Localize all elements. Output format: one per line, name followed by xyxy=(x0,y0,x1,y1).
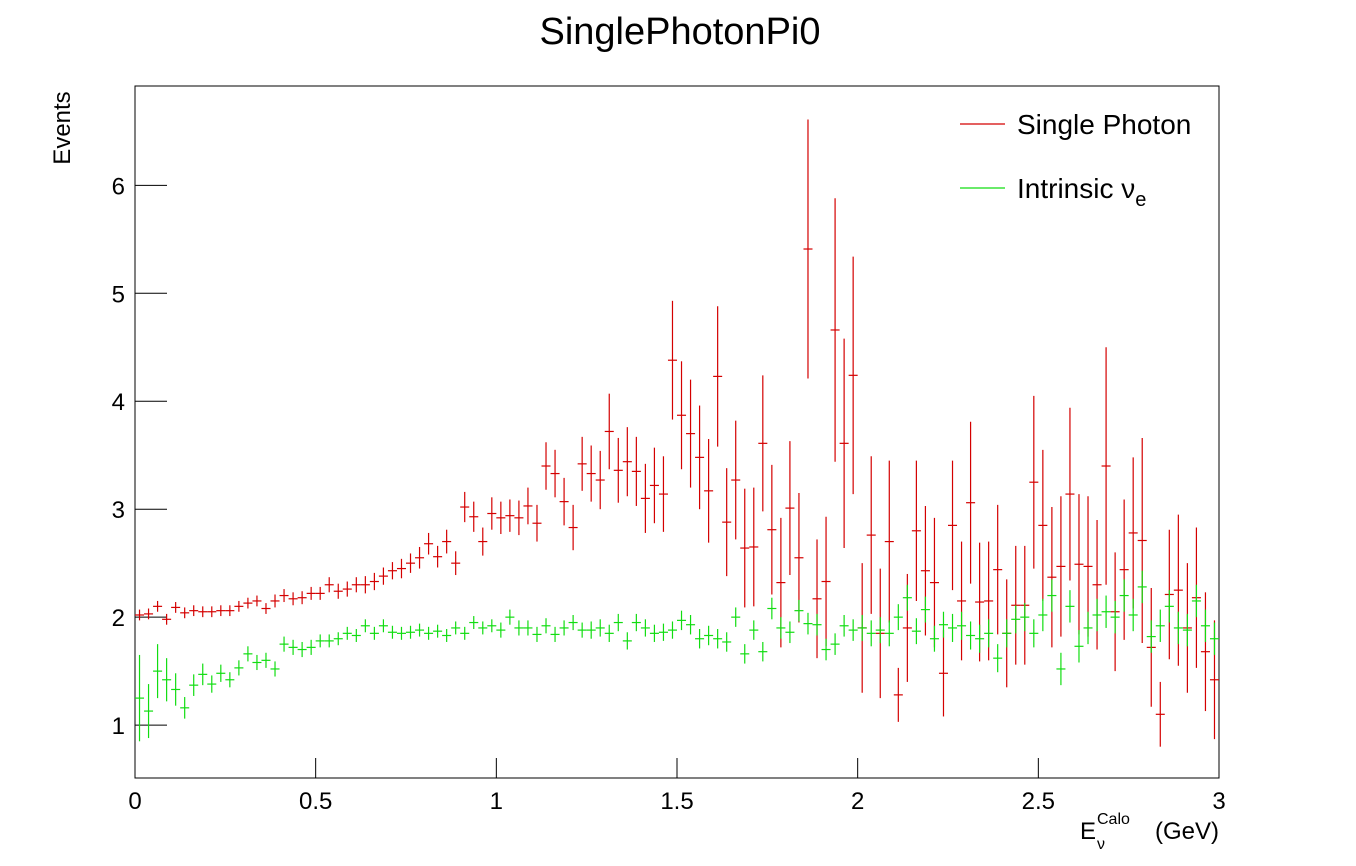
x-tick-label: 2 xyxy=(851,788,864,815)
y-tick-label: 5 xyxy=(112,281,125,308)
x-tick-label: 0.5 xyxy=(299,788,332,815)
y-tick-label: 2 xyxy=(112,605,125,632)
legend-name: Single Photon xyxy=(1017,109,1191,140)
x-tick-label: 3 xyxy=(1212,788,1225,815)
x-axis-label-sub: ν xyxy=(1097,836,1105,853)
x-axis-label-sup: Calo xyxy=(1097,811,1130,828)
x-axis-unit: (GeV) xyxy=(1155,818,1219,845)
legend-label: Intrinsic νe xyxy=(1017,173,1146,211)
x-tick-label: 1 xyxy=(490,788,503,815)
x-tick-label: 1.5 xyxy=(660,788,693,815)
chart-title: SinglePhotonPi0 xyxy=(540,11,821,53)
x-tick-label: 2.5 xyxy=(1022,788,1055,815)
y-tick-label: 3 xyxy=(112,497,125,524)
legend-subscript: e xyxy=(1135,189,1146,211)
legend-name: Intrinsic ν xyxy=(1017,173,1135,204)
legend-label: Single Photon xyxy=(1017,109,1191,140)
y-axis-label: Events xyxy=(49,91,76,164)
x-axis-label: E xyxy=(1080,818,1096,845)
y-tick-label: 1 xyxy=(112,713,125,740)
y-tick-label: 6 xyxy=(112,173,125,200)
x-tick-label: 0 xyxy=(128,788,141,815)
y-tick-label: 4 xyxy=(112,389,125,416)
